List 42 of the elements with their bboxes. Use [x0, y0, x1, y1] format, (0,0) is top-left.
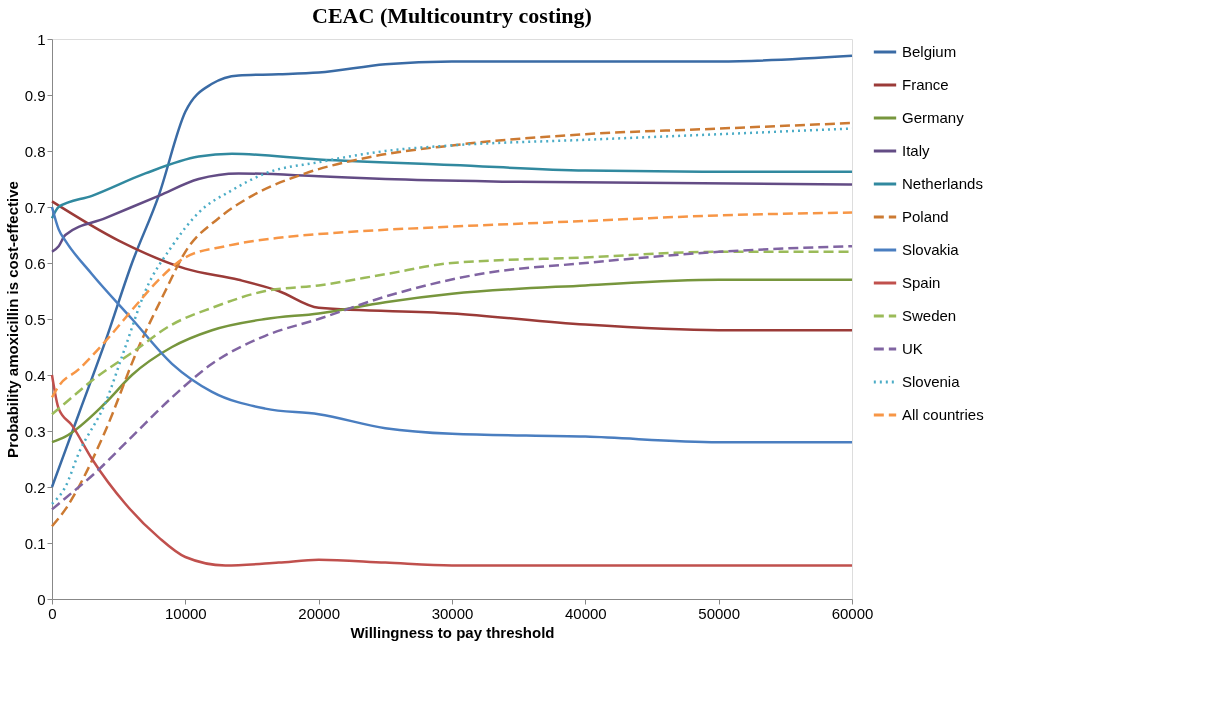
y-tick-label: 0.8	[24, 142, 46, 160]
legend-label: France	[902, 76, 949, 93]
line-series	[50, 172, 854, 254]
legend-label: All countries	[902, 406, 984, 423]
line-series	[50, 200, 854, 332]
y-tick-label: 1	[37, 30, 46, 48]
x-tick-label: 40000	[564, 604, 607, 622]
legend-label: Netherlands	[902, 175, 983, 192]
legend-label: Slovakia	[902, 241, 960, 258]
line-series	[50, 244, 854, 511]
line-series	[50, 211, 854, 399]
line-series	[50, 278, 854, 444]
x-tick-label: 10000	[164, 604, 207, 622]
y-tick-label: 0.4	[24, 366, 46, 384]
legend-label: Spain	[902, 274, 941, 291]
legend-label: Slovenia	[902, 373, 961, 390]
x-axis-title: Willingness to pay threshold	[350, 623, 555, 641]
y-tick-label: 0.3	[24, 422, 46, 440]
y-axis-title: Probability amoxicillin is cost-effective	[3, 181, 21, 458]
legend-label: Sweden	[902, 307, 957, 324]
x-tick-label: 30000	[431, 604, 474, 622]
y-tick-label: 0.5	[24, 310, 46, 328]
line-series	[50, 54, 854, 489]
chart-title: CEAC (Multicountry costing)	[312, 3, 592, 28]
y-tick-label: 0.2	[24, 478, 46, 496]
y-tick-label: 0.6	[24, 254, 46, 272]
y-tick-label: 0	[37, 590, 46, 608]
x-tick-label: 60000	[831, 604, 874, 622]
y-tick-label: 0.9	[24, 86, 46, 104]
x-tick-label: 50000	[698, 604, 741, 622]
x-tick-label: 0	[48, 604, 57, 622]
line-series	[50, 152, 854, 220]
y-tick-label: 0.1	[24, 534, 46, 552]
legend-label: Poland	[902, 208, 949, 225]
line-series	[50, 205, 854, 444]
line-series	[50, 373, 854, 567]
legend-label: UK	[902, 340, 923, 357]
y-tick-label: 0.7	[24, 198, 46, 216]
x-tick-label: 20000	[298, 604, 341, 622]
legend-label: Germany	[902, 109, 965, 126]
legend-label: Belgium	[902, 43, 957, 60]
legend-label: Italy	[902, 142, 931, 159]
